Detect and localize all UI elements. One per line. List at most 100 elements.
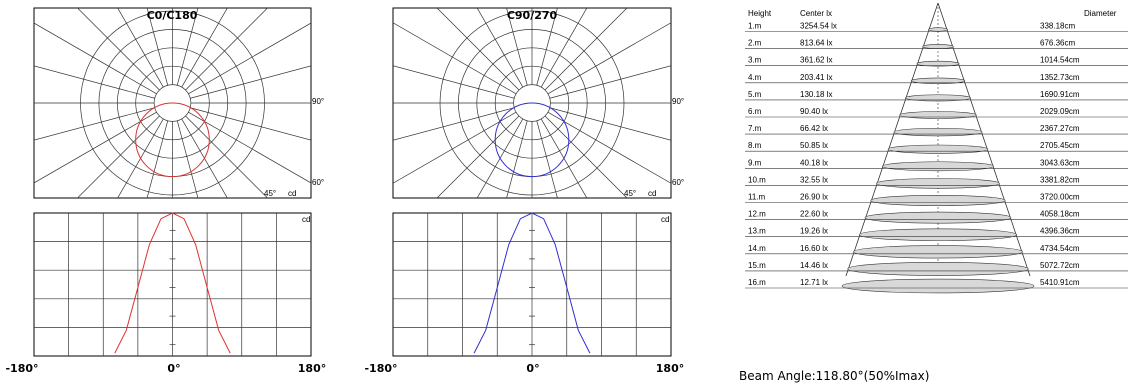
cell-height: 7.m bbox=[748, 124, 762, 133]
beam-ellipse bbox=[887, 144, 989, 154]
line-chart-c0-c180: cd -180° 0° 180° bbox=[5, 212, 326, 375]
cell-center-lx: 16.60 lx bbox=[800, 244, 828, 253]
beam-ellipse bbox=[910, 77, 966, 84]
x-tick-label: -180° bbox=[364, 362, 397, 375]
cell-diameter: 2705.45cm bbox=[1040, 141, 1080, 150]
cell-diameter: 2367.27cm bbox=[1040, 124, 1080, 133]
beam-ellipse bbox=[853, 245, 1023, 259]
cell-center-lx: 130.18 lx bbox=[800, 90, 832, 99]
cell-height: 10.m bbox=[748, 175, 766, 184]
cell-height: 16.m bbox=[748, 278, 766, 287]
grid-spoke bbox=[393, 111, 517, 184]
unit-label-cd: cd bbox=[661, 215, 669, 224]
polar-title: C90/270 bbox=[507, 9, 558, 22]
beam-cone bbox=[841, 2, 1035, 294]
cell-center-lx: 50.85 lx bbox=[800, 141, 828, 150]
grid-spoke bbox=[176, 8, 199, 86]
grid-spoke bbox=[540, 118, 588, 198]
line-chart-c90-270: cd -180° 0° 180° bbox=[364, 212, 684, 375]
cell-diameter: 338.18cm bbox=[1040, 22, 1075, 31]
grid-spoke bbox=[436, 8, 520, 91]
grid-spoke bbox=[393, 107, 515, 141]
cell-height: 12.m bbox=[748, 210, 766, 219]
grid-spoke bbox=[547, 111, 671, 184]
beam-ellipse bbox=[847, 261, 1029, 276]
cell-height: 5.m bbox=[748, 90, 762, 99]
cell-height: 6.m bbox=[748, 107, 762, 116]
grid-spoke bbox=[506, 120, 528, 198]
cell-height: 9.m bbox=[748, 158, 762, 167]
cell-diameter: 1352.73cm bbox=[1040, 73, 1080, 82]
cell-center-lx: 22.60 lx bbox=[800, 210, 828, 219]
cell-diameter: 5072.72cm bbox=[1040, 261, 1080, 270]
cell-diameter: 1014.54cm bbox=[1040, 56, 1080, 65]
cell-center-lx: 203.41 lx bbox=[800, 73, 832, 82]
beam-ellipse bbox=[881, 161, 995, 172]
cell-diameter: 3381.82cm bbox=[1040, 175, 1080, 184]
grid-spoke bbox=[34, 22, 157, 95]
cell-height: 4.m bbox=[748, 73, 762, 82]
cell-center-lx: 14.46 lx bbox=[800, 261, 828, 270]
angle-label-45: 45° bbox=[264, 189, 276, 198]
angle-label-60: 60° bbox=[672, 178, 684, 187]
beam-ellipse bbox=[876, 178, 1000, 189]
grid-spoke bbox=[77, 115, 160, 198]
angle-label-90: 90° bbox=[312, 97, 324, 106]
x-tick-label: 0° bbox=[167, 362, 180, 375]
cell-diameter: 3043.63cm bbox=[1040, 158, 1080, 167]
grid-spoke bbox=[34, 65, 155, 99]
polar-curve bbox=[135, 102, 210, 178]
unit-label-cd: cd bbox=[288, 189, 296, 198]
beam-ellipse bbox=[916, 60, 960, 67]
cell-center-lx: 813.64 lx bbox=[800, 39, 832, 48]
x-tick-label: -180° bbox=[5, 362, 38, 375]
beam-ellipse bbox=[905, 94, 971, 102]
cell-height: 14.m bbox=[748, 244, 766, 253]
table-rows: 1.m 3254.54 lx 338.18cm 2.m 813.64 lx 676.36c… bbox=[745, 22, 1128, 289]
polar-title: C0/C180 bbox=[147, 9, 198, 22]
grid-spoke bbox=[540, 8, 588, 88]
grid-spoke bbox=[536, 120, 558, 198]
cell-center-lx: 32.55 lx bbox=[800, 175, 828, 184]
cell-diameter: 5410.91cm bbox=[1040, 278, 1080, 287]
beam-angle-text: Beam Angle:118.80°(50%Imax) bbox=[739, 369, 930, 383]
grid-spoke bbox=[549, 107, 671, 141]
angle-label-90: 90° bbox=[672, 97, 684, 106]
grid-spoke bbox=[188, 22, 311, 95]
grid-spoke bbox=[547, 22, 671, 95]
header-center-lx: Center lx bbox=[800, 9, 832, 18]
beam-ellipse bbox=[870, 194, 1006, 207]
cell-height: 3.m bbox=[748, 56, 762, 65]
cell-center-lx: 26.90 lx bbox=[800, 193, 828, 202]
cell-diameter: 3720.00cm bbox=[1040, 193, 1080, 202]
grid-spoke bbox=[176, 120, 199, 198]
cell-height: 13.m bbox=[748, 227, 766, 236]
grid-spoke bbox=[117, 8, 164, 88]
line-grid bbox=[393, 213, 671, 356]
polar-chart-c90-270: C90/270 90° 60° 45° cd bbox=[392, 7, 684, 199]
grid-spoke bbox=[34, 111, 157, 184]
beam-ellipse bbox=[899, 111, 977, 119]
header-diameter: Diameter bbox=[1084, 9, 1117, 18]
grid-spoke bbox=[476, 118, 524, 198]
grid-spoke bbox=[185, 115, 268, 198]
grid-spoke bbox=[146, 8, 169, 86]
x-tick-label: 180° bbox=[656, 362, 684, 375]
grid-spoke bbox=[146, 120, 169, 198]
grid-spoke bbox=[506, 8, 528, 86]
grid-spoke bbox=[117, 118, 164, 198]
cell-diameter: 676.36cm bbox=[1040, 39, 1075, 48]
grid-spoke bbox=[190, 107, 311, 141]
angle-label-60: 60° bbox=[312, 178, 324, 187]
grid-spoke bbox=[181, 118, 228, 198]
grid-spoke bbox=[77, 8, 160, 91]
beam-ellipse bbox=[928, 27, 948, 32]
x-tick-label: 0° bbox=[526, 362, 539, 375]
grid-spoke bbox=[190, 65, 311, 99]
cell-diameter: 2029.09cm bbox=[1040, 107, 1080, 116]
illuminance-table: Height Center lx Diameter 1.m 3254.54 lx 3… bbox=[745, 2, 1128, 294]
polar-grid bbox=[393, 8, 671, 198]
beam-ellipse bbox=[893, 127, 983, 137]
polar-grid bbox=[34, 8, 311, 198]
